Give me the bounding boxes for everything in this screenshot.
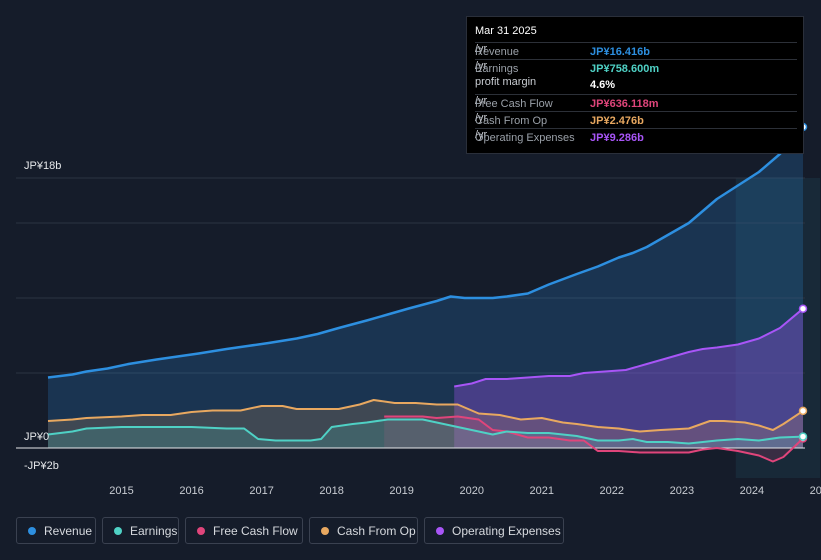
legend-dot-icon: [436, 527, 444, 535]
x-tick-label: 2024: [739, 485, 765, 497]
tooltip-row: Revenue JP¥16.416b /yr: [475, 42, 797, 59]
tooltip-row-value: JP¥9.286b: [590, 132, 644, 144]
tooltip-row-value: JP¥2.476b: [590, 114, 644, 127]
area-cash-from-op: [48, 400, 803, 448]
tooltip-row-unit: /yr: [475, 129, 488, 141]
x-tick-label: 2021: [529, 485, 554, 497]
tooltip-row-label: Revenue: [475, 46, 520, 58]
tooltip-row-unit: /yr: [475, 43, 488, 55]
tooltip-row: Operating Expenses JP¥9.286b /yr: [475, 128, 797, 145]
endpoint-earnings: [798, 432, 808, 441]
tooltip-row-unit: profit margin: [475, 76, 537, 89]
tooltip-row-value: JP¥16.416b: [590, 46, 650, 58]
legend-dot-icon: [114, 527, 122, 535]
legend-label: Free Cash Flow: [213, 524, 298, 538]
tooltip-row: Earnings JP¥758.600m /yr: [475, 59, 797, 76]
legend-item-cash-from-op[interactable]: Cash From Op: [309, 517, 418, 544]
legend-dot-icon: [197, 527, 205, 535]
x-tick-label: 2017: [249, 485, 274, 497]
legend-item-earnings[interactable]: Earnings: [102, 517, 179, 544]
legend-dot-icon: [28, 527, 36, 535]
tooltip-date: Mar 31 2025: [475, 25, 537, 37]
endpoint-operating-expenses: [798, 304, 808, 313]
tooltip-row: 4.6% profit margin: [475, 76, 797, 93]
data-tooltip: Mar 31 2025 Revenue JP¥16.416b /yr Earning…: [466, 16, 804, 154]
x-tick-label: 2016: [179, 485, 204, 497]
tooltip-row-value: JP¥636.118m: [590, 97, 659, 110]
x-tick-label: 2023: [669, 485, 695, 497]
endpoint-cash-from-op: [798, 406, 808, 416]
area-operating-expenses: [454, 308, 803, 448]
x-tick-label: 2020: [459, 485, 484, 497]
legend-label: Cash From Op: [337, 524, 416, 538]
area-revenue: [48, 127, 803, 448]
legend-item-operating-expenses[interactable]: Operating Expenses: [424, 517, 564, 544]
legend-label: Earnings: [130, 524, 178, 538]
y-axis-bottom-label: -JP¥2b: [24, 460, 59, 472]
tooltip-row: Cash From Op JP¥2.476b /yr: [475, 110, 797, 128]
tooltip-row-value: 4.6%: [590, 79, 616, 92]
tooltip-row-unit: /yr: [475, 60, 488, 73]
y-axis-top-label: JP¥18b: [24, 160, 62, 172]
line-operating-expenses: [454, 307, 804, 388]
tooltip-row-unit: /yr: [475, 94, 488, 107]
x-tick-label: 2019: [389, 485, 414, 497]
x-tick-label: 2015: [109, 485, 134, 497]
x-tick-label: 2018: [319, 485, 344, 497]
y-axis-zero-label: JP¥0: [24, 431, 50, 443]
x-tick-label: 2025: [809, 485, 821, 497]
legend-item-revenue[interactable]: Revenue: [16, 517, 96, 544]
legend-item-free-cash-flow[interactable]: Free Cash Flow: [185, 517, 303, 544]
line-cash-from-op: [47, 399, 804, 433]
tooltip-row-value: JP¥758.600m: [590, 63, 660, 76]
legend-dot-icon: [321, 527, 329, 535]
x-tick-label: 2022: [599, 485, 625, 497]
line-revenue: [47, 126, 804, 379]
legend-label: Operating Expenses: [452, 524, 561, 538]
legend-label: Revenue: [44, 524, 93, 538]
tooltip-row-label: Cash From Op: [475, 114, 548, 127]
tooltip-row-unit: /yr: [475, 111, 488, 124]
tooltip-row: Free Cash Flow JP¥636.118m /yr: [475, 93, 797, 111]
tooltip-row-label: Earnings: [475, 63, 519, 76]
tooltip-row-label: Free Cash Flow: [475, 97, 553, 110]
line-free-cash-flow: [384, 415, 804, 463]
tooltip-row-label: Operating Expenses: [475, 132, 575, 144]
line-earnings: [47, 418, 804, 445]
